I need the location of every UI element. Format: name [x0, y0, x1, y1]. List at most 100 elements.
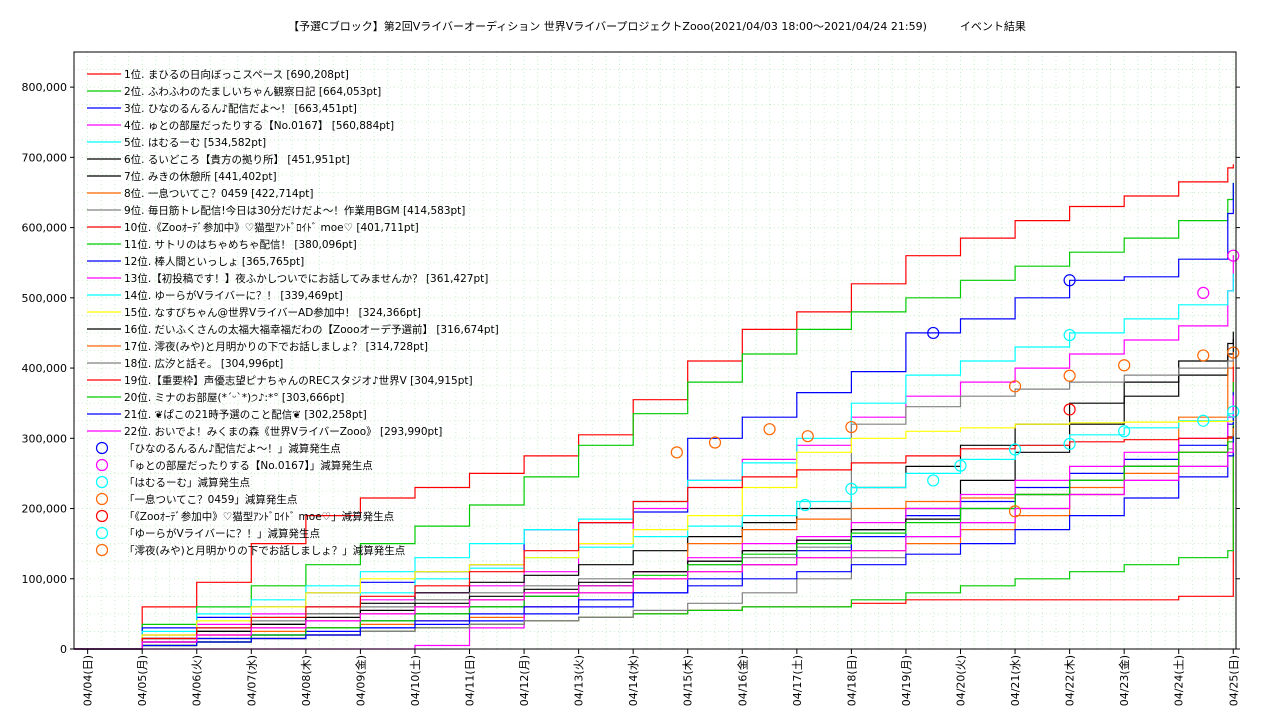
legend-label: 「ゆーらがVライバーに？！」減算発生点	[124, 527, 320, 540]
y-tick-label: 0	[60, 643, 67, 656]
marker-point	[1197, 349, 1210, 362]
series-line	[74, 436, 1234, 650]
x-axis: 04/04(日) 04/05(月) 04/06(火) 04/07(水) 04/08(木)…	[82, 649, 1240, 706]
marker-point	[1227, 405, 1240, 418]
legend-marker	[95, 458, 109, 472]
marker-point	[708, 436, 722, 449]
legend-label: 10位.《Zooｵｰﾃﾞ参加中》♡猫型ｱﾝﾄﾞﾛｲﾄﾞ moe♡ [401,71…	[124, 221, 419, 234]
x-tick-label: 04/12(月)	[518, 655, 531, 706]
marker-point	[927, 326, 940, 340]
series-line	[74, 420, 1234, 650]
legend-label: 2位. ふわふわのたましいちゃん観察日記 [664,053pt]	[124, 85, 381, 98]
x-tick-label: 04/13(火)	[573, 655, 586, 706]
marker-point	[845, 482, 858, 495]
legend-label: 5位. はむるーむ [534,582pt]	[124, 136, 266, 149]
legend-marker	[95, 526, 109, 540]
x-tick-label: 04/08(木)	[300, 655, 313, 706]
marker-point	[798, 498, 812, 512]
legend-label: 14位. ゆーらがVライバーに？！ [339,469pt]	[124, 289, 343, 302]
x-tick-label: 04/04(日)	[82, 655, 95, 706]
x-tick-label: 04/15(木)	[682, 655, 695, 706]
marker-point	[1008, 380, 1022, 393]
series-line	[74, 164, 1234, 650]
legend-label: 15位. なすびちゃん@世界VライバーAD参加中！ [324,366pt]	[124, 306, 421, 319]
y-axis: 0 100,000 200,000 300,000 400,000 500,000 600,…	[22, 81, 1240, 656]
y-tick-label: 200,000	[22, 503, 68, 516]
legend-label: 「ゅとの部屋だったりする【No.0167】」減算発生点	[124, 459, 373, 472]
marker-layer	[670, 249, 1240, 518]
x-tick-label: 04/21(水)	[1009, 655, 1022, 706]
legend-label: 「澪夜(みや)と月明かりの下でお話しましょ？」減算発生点	[124, 544, 405, 557]
marker-point	[670, 446, 683, 459]
x-tick-label: 04/24(土)	[1173, 655, 1186, 706]
marker-point	[1063, 369, 1076, 382]
marker-point	[927, 474, 940, 487]
x-tick-label: 04/07(水)	[245, 655, 258, 706]
series-layer	[74, 164, 1234, 650]
x-tick-label: 04/22(木)	[1064, 655, 1077, 706]
marker-point	[1063, 274, 1076, 287]
marker-point	[845, 420, 858, 434]
series-line	[74, 435, 1234, 650]
legend-label: 21位. ❦ぱこの21時予選のこと配信❦ [302,258pt]	[124, 408, 367, 421]
x-tick-label: 04/17(土)	[791, 655, 804, 706]
y-tick-label: 800,000	[22, 81, 68, 94]
marker-point	[1118, 359, 1131, 372]
x-tick-label: 04/09(金)	[353, 655, 367, 706]
legend: 1位. まひるの日向ぼっこスペース [690,208pt] 2位. ふわふわのたま…	[87, 68, 499, 557]
legend-label: 6位. るいどころ【貴方の拠り所】 [451,951pt]	[124, 153, 350, 166]
legend-label: 18位. 広汐と話そ。 [304,996pt]	[124, 357, 283, 370]
marker-point	[801, 430, 814, 443]
series-line	[74, 442, 1234, 650]
series-line	[74, 395, 1234, 650]
marker-point	[1008, 443, 1022, 456]
y-tick-label: 600,000	[22, 222, 68, 235]
y-tick-label: 700,000	[22, 151, 68, 164]
x-tick-label: 04/23(金)	[1117, 655, 1131, 706]
legend-marker	[95, 492, 109, 506]
marker-point	[1197, 286, 1210, 300]
marker-point	[1118, 425, 1131, 438]
legend-label: 9位. 毎日筋トレ配信!今日は30分だけだよ～！作業用BGM [414,583p…	[124, 204, 465, 217]
x-tick-label: 04/19(月)	[900, 655, 913, 706]
legend-label: 「ひなのるんるん♪配信だよ～！」減算発生点	[124, 442, 341, 455]
marker-point	[1008, 505, 1022, 518]
marker-point	[1227, 346, 1240, 359]
legend-label: 1位. まひるの日向ぼっこスペース [690,208pt]	[124, 68, 349, 81]
x-tick-label: 04/06(火)	[191, 655, 204, 706]
series-line	[74, 182, 1234, 650]
marker-point	[1063, 437, 1076, 451]
series-line	[74, 434, 1234, 650]
y-tick-label: 500,000	[22, 292, 68, 305]
marker-point	[763, 423, 776, 436]
x-tick-label: 04/20(火)	[955, 655, 968, 706]
legend-label: 17位. 澪夜(みや)と月明かりの下でお話しましょ？ [314,728pt]	[124, 340, 428, 353]
plot-frame	[73, 51, 1237, 650]
legend-marker	[95, 543, 109, 557]
marker-point	[1197, 414, 1210, 427]
legend-label: 「はむるーむ」減算発生点	[124, 476, 250, 489]
x-tick-label: 04/14(水)	[627, 655, 640, 706]
legend-label: 22位. おいでよ！みくまの森《世界VライバーZooo》 [293,990pt]	[124, 425, 442, 438]
legend-marker	[95, 441, 109, 455]
legend-label: 7位. みきの休憩所 [441,402pt]	[124, 170, 277, 183]
y-tick-label: 100,000	[22, 573, 68, 586]
y-tick-label: 400,000	[22, 362, 68, 375]
legend-label: 19位.【重要枠】声優志望ピナちゃんのRECスタジオ♪世界V [304,915p…	[124, 374, 473, 387]
legend-label: 4位. ゅとの部屋だったりする【No.0167】 [560,884pt]	[124, 119, 394, 132]
marker-point	[954, 459, 967, 472]
marker-point	[1063, 403, 1076, 416]
legend-marker	[95, 475, 109, 489]
legend-label: 13位.【初投稿です！】夜ふかしついでにお話してみませんか？ [361,427p…	[124, 272, 488, 285]
legend-marker	[95, 509, 109, 523]
legend-label: 16位. だいふくさんの太福大福幸福だわの【Zoooオーデ予選前】 [316,6…	[124, 323, 499, 336]
marker-point	[1063, 328, 1076, 342]
x-tick-label: 04/05(月)	[136, 655, 149, 706]
x-tick-label: 04/25(日)	[1227, 655, 1240, 706]
marker-point	[1227, 249, 1240, 262]
legend-label: 3位. ひなのるんるん♪配信だよ～！ [663,451pt]	[124, 102, 357, 115]
x-tick-label: 04/18(日)	[845, 655, 858, 706]
chart-title: 【予選Cブロック】第2回Vライバーオーディション 世界VライバープロジェクトZo…	[288, 19, 1026, 33]
legend-label: 「一息ついてこ？0459」減算発生点	[124, 493, 297, 506]
